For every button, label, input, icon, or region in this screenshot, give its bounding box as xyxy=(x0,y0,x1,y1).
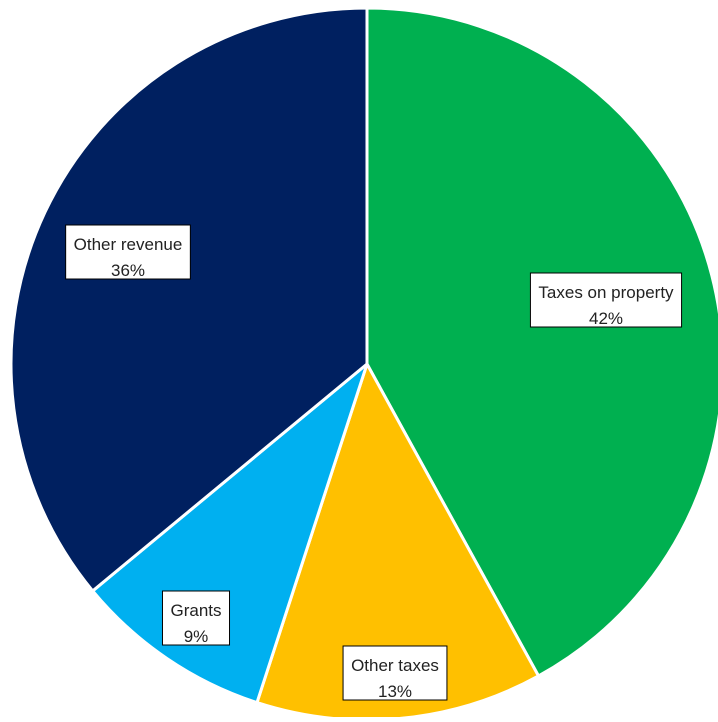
pie-slice-taxes-on-property xyxy=(365,6,718,678)
data-label-box xyxy=(161,590,231,646)
pie-slice-other-revenue xyxy=(9,6,369,593)
slices-layer xyxy=(9,6,718,722)
data-label-other-taxes: Other taxes 13% xyxy=(342,645,448,701)
labels-layer: Taxes on property 42% Other taxes 13% Grants… xyxy=(65,224,683,701)
data-label-category: Grants xyxy=(170,601,221,620)
data-label-percent: 36% xyxy=(111,261,145,280)
data-label-grants: Grants 9% xyxy=(161,590,231,646)
data-label-category: Taxes on property xyxy=(538,283,674,302)
data-label-box xyxy=(342,645,448,701)
data-label-category: Other revenue xyxy=(74,235,183,254)
data-label-other-revenue: Other revenue 36% xyxy=(65,224,191,280)
data-label-percent: 13% xyxy=(378,682,412,701)
pie-slice-grants xyxy=(91,362,369,705)
data-label-box xyxy=(529,272,683,328)
data-label-box xyxy=(65,224,191,280)
data-label-percent: 9% xyxy=(184,627,209,646)
data-label-category: Other taxes xyxy=(351,656,439,675)
data-label-taxes-on-property: Taxes on property 42% xyxy=(529,272,683,328)
data-label-percent: 42% xyxy=(589,309,623,328)
